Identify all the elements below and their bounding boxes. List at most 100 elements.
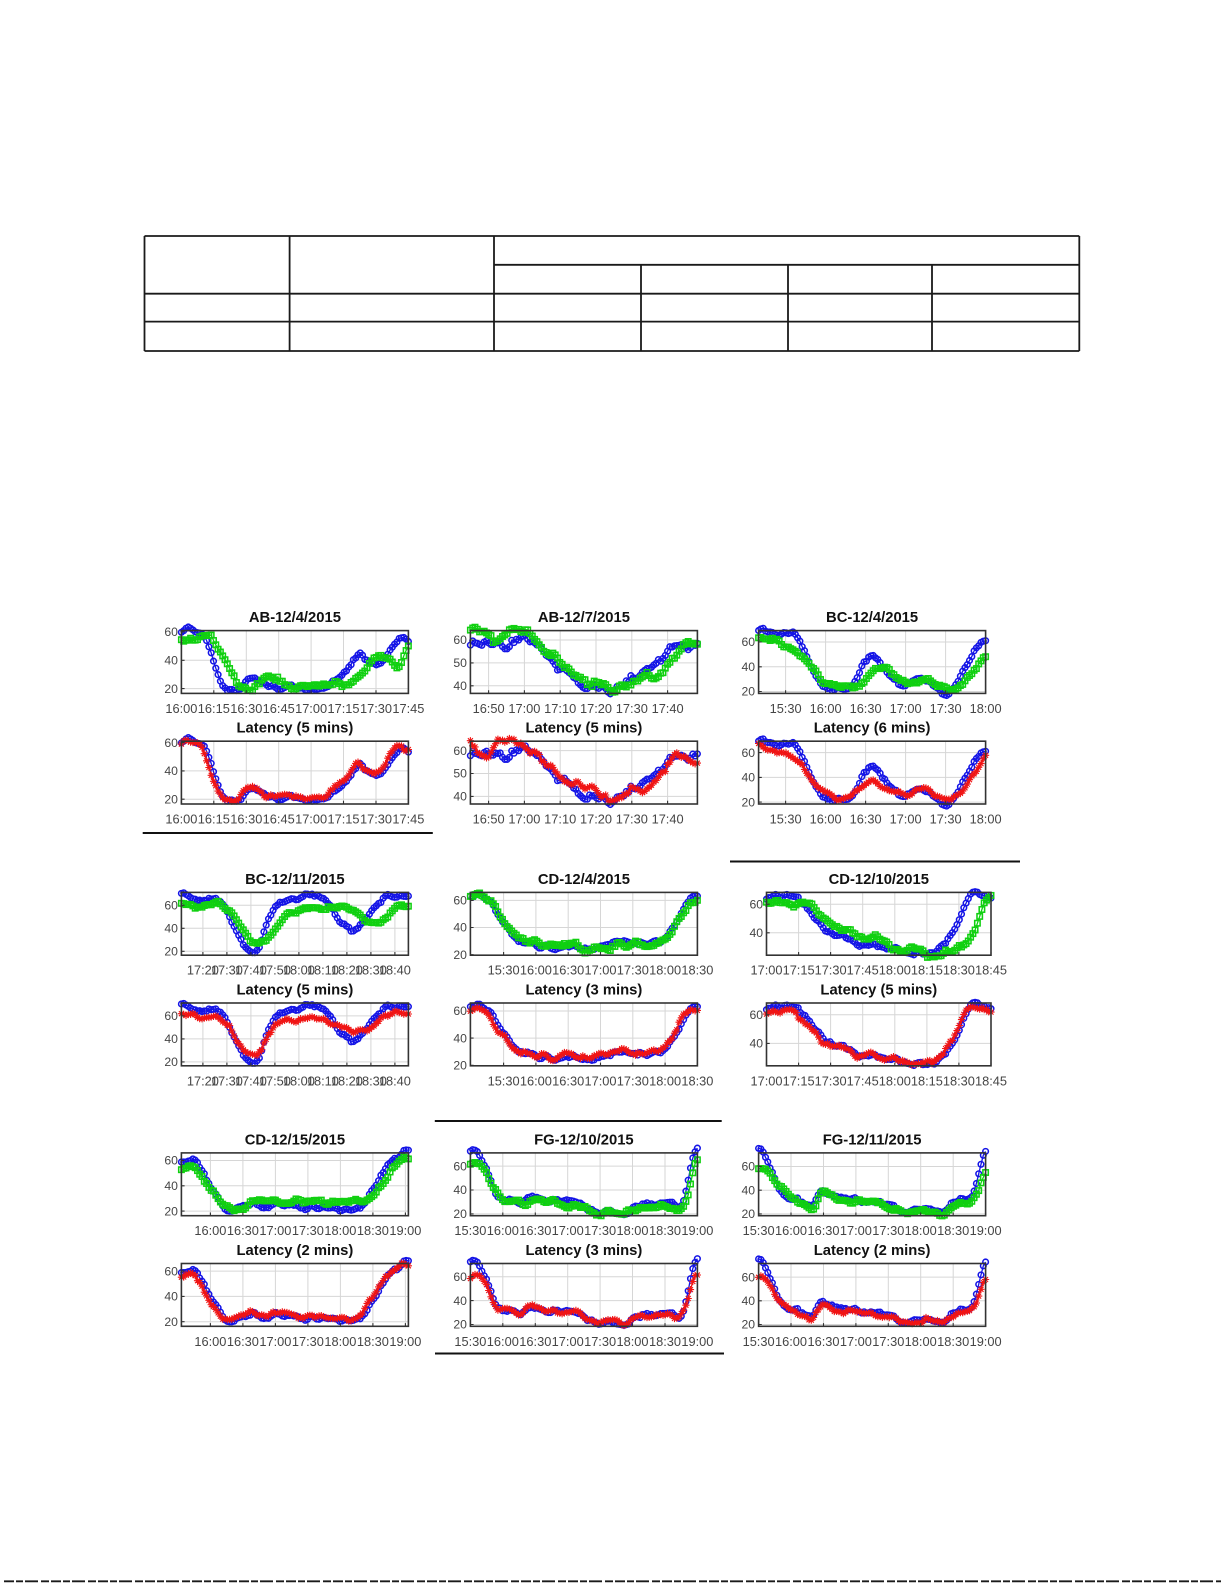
svg-text:17:10: 17:10 bbox=[544, 812, 576, 827]
svg-text:18:30: 18:30 bbox=[937, 1223, 969, 1238]
svg-text:60: 60 bbox=[453, 1270, 467, 1284]
svg-text:18:00: 18:00 bbox=[879, 963, 911, 978]
svg-text:17:40: 17:40 bbox=[652, 701, 684, 716]
svg-text:18:00: 18:00 bbox=[905, 1223, 937, 1238]
svg-text:60: 60 bbox=[164, 736, 178, 750]
svg-text:40: 40 bbox=[164, 1032, 178, 1046]
svg-text:40: 40 bbox=[742, 1183, 756, 1197]
svg-text:60: 60 bbox=[742, 635, 756, 649]
svg-text:16:45: 16:45 bbox=[263, 701, 295, 716]
svg-text:19:00: 19:00 bbox=[389, 1334, 421, 1349]
svg-text:17:45: 17:45 bbox=[847, 963, 879, 978]
svg-text:40: 40 bbox=[164, 764, 178, 778]
svg-text:60: 60 bbox=[164, 899, 178, 913]
svg-text:20: 20 bbox=[164, 1204, 178, 1218]
svg-text:17:20: 17:20 bbox=[187, 1073, 219, 1088]
svg-text:18:00: 18:00 bbox=[324, 1223, 356, 1238]
svg-text:16:15: 16:15 bbox=[198, 701, 230, 716]
svg-text:17:30: 17:30 bbox=[211, 963, 243, 978]
svg-text:15:30: 15:30 bbox=[770, 701, 802, 716]
svg-text:18:30: 18:30 bbox=[357, 1334, 389, 1349]
svg-text:20: 20 bbox=[164, 682, 178, 696]
svg-text:17:30: 17:30 bbox=[292, 1223, 324, 1238]
svg-text:60: 60 bbox=[749, 1008, 763, 1022]
svg-text:16:00: 16:00 bbox=[487, 1223, 519, 1238]
svg-text:40: 40 bbox=[742, 660, 756, 674]
svg-text:17:30: 17:30 bbox=[872, 1334, 904, 1349]
svg-text:18:00: 18:00 bbox=[905, 1334, 937, 1349]
svg-text:17:00: 17:00 bbox=[890, 812, 922, 827]
svg-text:18:00: 18:00 bbox=[283, 963, 315, 978]
svg-text:17:30: 17:30 bbox=[360, 701, 392, 716]
svg-text:40: 40 bbox=[453, 1294, 467, 1308]
svg-text:16:00: 16:00 bbox=[520, 1073, 552, 1088]
svg-text:17:20: 17:20 bbox=[580, 701, 612, 716]
svg-text:17:10: 17:10 bbox=[544, 701, 576, 716]
svg-text:16:00: 16:00 bbox=[810, 812, 842, 827]
svg-text:18:45: 18:45 bbox=[975, 1073, 1007, 1088]
svg-text:17:00: 17:00 bbox=[840, 1223, 872, 1238]
svg-text:17:00: 17:00 bbox=[840, 1334, 872, 1349]
svg-text:60: 60 bbox=[453, 744, 467, 758]
svg-text:16:30: 16:30 bbox=[230, 812, 262, 827]
svg-text:17:00: 17:00 bbox=[584, 1073, 616, 1088]
svg-text:19:00: 19:00 bbox=[681, 1334, 713, 1349]
svg-text:BC-12/4/2015: BC-12/4/2015 bbox=[826, 610, 918, 626]
svg-text:16:30: 16:30 bbox=[227, 1223, 259, 1238]
svg-text:18:20: 18:20 bbox=[331, 1073, 363, 1088]
svg-text:18:30: 18:30 bbox=[355, 1073, 387, 1088]
svg-text:17:15: 17:15 bbox=[783, 963, 815, 978]
svg-text:17:40: 17:40 bbox=[652, 812, 684, 827]
svg-text:18:00: 18:00 bbox=[649, 1073, 681, 1088]
svg-text:CD-12/4/2015: CD-12/4/2015 bbox=[538, 872, 630, 888]
svg-text:18:15: 18:15 bbox=[911, 1073, 943, 1088]
svg-text:40: 40 bbox=[742, 771, 756, 785]
svg-text:16:30: 16:30 bbox=[850, 812, 882, 827]
svg-text:18:30: 18:30 bbox=[943, 1073, 975, 1088]
svg-text:18:00: 18:00 bbox=[879, 1073, 911, 1088]
svg-text:16:30: 16:30 bbox=[552, 963, 584, 978]
svg-text:60: 60 bbox=[453, 894, 467, 908]
svg-text:18:00: 18:00 bbox=[616, 1334, 648, 1349]
svg-text:17:30: 17:30 bbox=[815, 963, 847, 978]
svg-text:16:50: 16:50 bbox=[473, 701, 505, 716]
svg-text:50: 50 bbox=[453, 656, 467, 670]
svg-text:18:00: 18:00 bbox=[283, 1073, 315, 1088]
svg-text:17:30: 17:30 bbox=[584, 1334, 616, 1349]
svg-text:17:30: 17:30 bbox=[930, 701, 962, 716]
svg-text:20: 20 bbox=[164, 1315, 178, 1329]
svg-text:18:40: 18:40 bbox=[379, 963, 411, 978]
svg-text:17:45: 17:45 bbox=[392, 812, 424, 827]
svg-text:Latency (2 mins): Latency (2 mins) bbox=[237, 1243, 354, 1259]
svg-text:16:30: 16:30 bbox=[519, 1334, 551, 1349]
svg-text:CD-12/10/2015: CD-12/10/2015 bbox=[829, 872, 929, 888]
svg-text:19:00: 19:00 bbox=[681, 1223, 713, 1238]
svg-text:50: 50 bbox=[453, 767, 467, 781]
svg-text:17:30: 17:30 bbox=[292, 1334, 324, 1349]
svg-text:18:00: 18:00 bbox=[970, 812, 1002, 827]
svg-text:15:30: 15:30 bbox=[454, 1334, 486, 1349]
svg-text:18:30: 18:30 bbox=[649, 1334, 681, 1349]
svg-text:40: 40 bbox=[164, 1290, 178, 1304]
svg-text:20: 20 bbox=[742, 685, 756, 699]
svg-text:60: 60 bbox=[742, 1270, 756, 1284]
svg-text:17:30: 17:30 bbox=[872, 1223, 904, 1238]
svg-text:18:30: 18:30 bbox=[943, 963, 975, 978]
svg-text:20: 20 bbox=[453, 1059, 467, 1073]
svg-text:19:00: 19:00 bbox=[970, 1223, 1002, 1238]
svg-text:17:30: 17:30 bbox=[815, 1073, 847, 1088]
svg-text:20: 20 bbox=[164, 945, 178, 959]
svg-text:16:00: 16:00 bbox=[194, 1334, 226, 1349]
svg-text:17:30: 17:30 bbox=[616, 701, 648, 716]
svg-text:40: 40 bbox=[164, 654, 178, 668]
svg-text:18:40: 18:40 bbox=[379, 1073, 411, 1088]
svg-text:17:30: 17:30 bbox=[930, 812, 962, 827]
svg-text:60: 60 bbox=[453, 633, 467, 647]
svg-text:17:00: 17:00 bbox=[584, 963, 616, 978]
svg-text:Latency (6 mins): Latency (6 mins) bbox=[814, 721, 931, 737]
svg-text:20: 20 bbox=[453, 1318, 467, 1332]
svg-text:17:00: 17:00 bbox=[552, 1334, 584, 1349]
svg-text:Latency (5 mins): Latency (5 mins) bbox=[237, 721, 354, 737]
svg-text:17:15: 17:15 bbox=[327, 812, 359, 827]
svg-text:17:00: 17:00 bbox=[750, 1073, 782, 1088]
